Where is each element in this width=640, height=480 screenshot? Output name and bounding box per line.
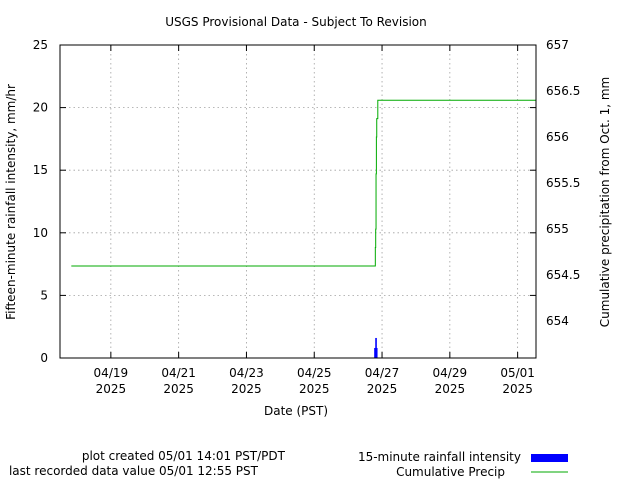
right-tick-label: 655.5 <box>546 176 580 190</box>
cumulative-precip-line <box>71 99 536 267</box>
x-tick-year: 2025 <box>502 382 533 396</box>
x-axis: 04/19 2025 04/21 2025 04/23 2025 04/25 2025 04/2… <box>94 45 535 396</box>
right-tick-label: 654 <box>546 314 569 328</box>
x-tick-label: 04/23 <box>229 366 264 380</box>
right-y-axis-label: Cumulative precipitation from Oct. 1, mm <box>598 77 612 327</box>
right-tick-label: 655 <box>546 222 569 236</box>
left-tick-label: 0 <box>40 351 48 365</box>
left-y-axis-label: Fifteen-minute rainfall intensity, mm/hr <box>4 84 18 320</box>
rainfall-bar <box>375 347 378 358</box>
grid-lines <box>60 45 536 358</box>
x-tick-label: 04/27 <box>365 366 400 380</box>
x-tick-year: 2025 <box>231 382 262 396</box>
right-y-axis: 654 654.5 655 655.5 656 656.5 657 <box>546 38 580 328</box>
plot-frame <box>59 44 537 359</box>
x-tick-year: 2025 <box>435 382 466 396</box>
cumulative-precip-path <box>71 99 536 267</box>
x-tick-year: 2025 <box>299 382 330 396</box>
left-y-axis: 0 5 10 15 20 25 <box>33 38 536 365</box>
left-tick-label: 25 <box>33 38 48 52</box>
x-tick-label: 05/01 <box>500 366 535 380</box>
x-tick-label: 04/29 <box>433 366 468 380</box>
right-tick-label: 654.5 <box>546 268 580 282</box>
left-tick-label: 10 <box>33 226 48 240</box>
legend-swatch-intensity <box>531 454 568 462</box>
chart-title: USGS Provisional Data - Subject To Revis… <box>165 15 427 29</box>
rainfall-intensity-bars <box>374 337 378 358</box>
left-tick-label: 15 <box>33 163 48 177</box>
x-tick-label: 04/25 <box>297 366 332 380</box>
right-tick-label: 656 <box>546 130 569 144</box>
right-tick-label: 657 <box>546 38 569 52</box>
left-tick-label: 20 <box>33 101 48 115</box>
legend-label-cumulative: Cumulative Precip <box>396 465 505 479</box>
x-axis-label: Date (PST) <box>264 404 328 418</box>
x-tick-year: 2025 <box>367 382 398 396</box>
plot-created-note: plot created 05/01 14:01 PST/PDT <box>82 449 286 463</box>
x-tick-year: 2025 <box>163 382 194 396</box>
last-recorded-note: last recorded data value 05/01 12:55 PST <box>9 464 259 478</box>
left-tick-label: 5 <box>40 288 48 302</box>
x-tick-label: 04/19 <box>94 366 129 380</box>
x-tick-label: 04/21 <box>161 366 196 380</box>
x-tick-year: 2025 <box>96 382 127 396</box>
legend-label-intensity: 15-minute rainfall intensity <box>358 450 521 464</box>
right-tick-label: 656.5 <box>546 84 580 98</box>
